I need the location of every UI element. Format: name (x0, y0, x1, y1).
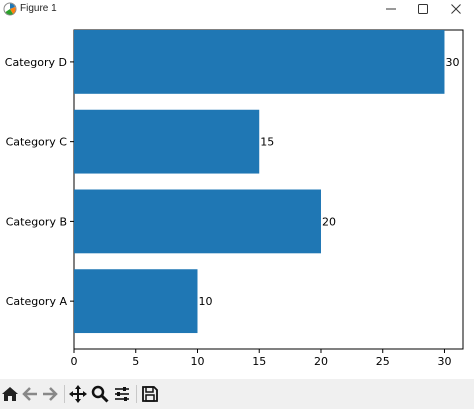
close-button[interactable] (441, 0, 471, 18)
home-icon (2, 387, 18, 401)
arrow-left-icon (22, 387, 37, 401)
close-icon (451, 4, 461, 14)
x-tick-label: 15 (252, 355, 266, 368)
bar-category-b (74, 189, 321, 254)
x-tick-label: 20 (314, 355, 328, 368)
maximize-button[interactable] (408, 0, 438, 18)
bar-category-a (74, 269, 198, 334)
bar-chart: 10 20 15 30 Category A Category B Category C C… (5, 29, 464, 368)
magnifier-icon (91, 385, 109, 403)
data-label: 10 (198, 295, 212, 308)
x-tick-label: 25 (376, 355, 390, 368)
x-tick-label: 30 (437, 355, 451, 368)
maximize-icon (418, 4, 428, 14)
window-title: Figure 1 (20, 3, 57, 14)
arrow-right-icon (43, 387, 58, 401)
x-tick-label: 5 (132, 355, 139, 368)
home-button[interactable] (0, 384, 20, 404)
window-titlebar: Figure 1 (0, 0, 474, 18)
forward-button[interactable] (40, 384, 60, 404)
back-button[interactable] (20, 384, 40, 404)
matplotlib-icon (3, 2, 17, 16)
y-tick-label: Category D (5, 56, 67, 69)
minimize-icon (386, 8, 396, 10)
configure-subplots-button[interactable] (112, 384, 132, 404)
data-label: 20 (322, 215, 336, 228)
bar-category-c (74, 109, 260, 174)
navigation-toolbar (0, 379, 474, 409)
sliders-icon (115, 387, 129, 401)
y-tick-label: Category C (6, 136, 68, 149)
save-button[interactable] (140, 384, 160, 404)
y-tick-label: Category B (6, 215, 67, 228)
move-icon (69, 385, 87, 403)
x-tick-label: 0 (71, 355, 78, 368)
bar-category-d (74, 30, 445, 94)
pan-button[interactable] (68, 384, 88, 404)
data-label: 30 (445, 56, 459, 69)
toolbar-separator (136, 385, 137, 403)
y-tick-label: Category A (6, 295, 68, 308)
minimize-button[interactable] (376, 0, 406, 18)
zoom-button[interactable] (90, 384, 110, 404)
x-tick-label: 10 (190, 355, 204, 368)
toolbar-separator (64, 385, 65, 403)
save-icon (142, 386, 158, 402)
data-label: 15 (260, 136, 274, 149)
